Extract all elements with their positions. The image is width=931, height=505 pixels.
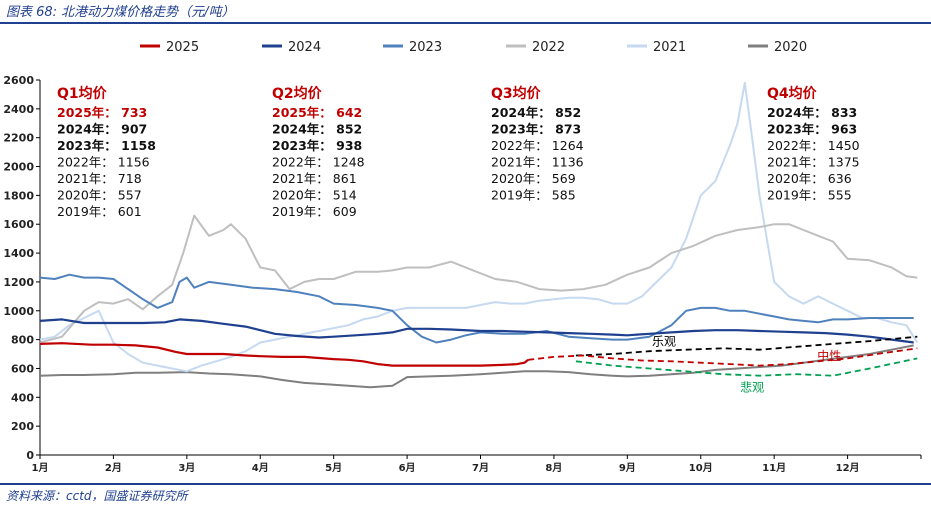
- y-tick-label: 1600: [3, 218, 34, 231]
- quarter-average-value: 2020年： 636: [767, 171, 852, 186]
- legend-label: 2025: [166, 40, 199, 55]
- quarter-average-value: 2019年： 585: [491, 188, 576, 203]
- quarter-average-value: 2019年： 555: [767, 188, 852, 203]
- legend-label: 2020: [774, 40, 807, 55]
- series-line-2021: [39, 81, 919, 373]
- legend-label: 2021: [653, 40, 686, 55]
- quarter-average-value: 2022年： 1264: [491, 138, 584, 153]
- x-tick-label: 8月: [545, 462, 562, 474]
- quarter-average-value: 2019年： 601: [57, 204, 142, 219]
- series-line-2023: [39, 273, 914, 344]
- forecast-line-中性: [528, 347, 918, 367]
- x-tick-label: 10月: [689, 462, 713, 474]
- quarter-average-title: Q4均价: [767, 85, 818, 102]
- chart-legend: 2025 2024 2023 2022 2021 2020: [140, 40, 807, 55]
- forecast-label: 乐观: [652, 334, 676, 348]
- quarter-average-value: 2020年： 514: [272, 188, 357, 203]
- y-tick-label: 1200: [3, 276, 34, 289]
- quarter-average-value: 2019年： 609: [272, 204, 357, 219]
- quarter-average-value: 2025年： 733: [57, 105, 147, 120]
- chart-axes: 0 200 400 600 800 1000 1200 1400 1600 1800 2000 220…: [3, 74, 922, 474]
- quarter-average-title: Q2均价: [272, 85, 323, 102]
- quarter-average-value: 2021年： 861: [272, 171, 357, 186]
- quarter-average-value: 2022年： 1248: [272, 155, 365, 170]
- series-line-2024: [39, 318, 914, 344]
- quarter-average-value: 2022年： 1450: [767, 138, 860, 153]
- x-tick-label: 12月: [836, 462, 860, 474]
- quarter-average-title: Q1均价: [57, 85, 108, 102]
- y-tick-label: 2200: [3, 132, 34, 145]
- x-tick-label: 4月: [252, 462, 269, 474]
- y-tick-label: 200: [11, 420, 34, 433]
- quarter-average-title: Q3均价: [491, 85, 542, 102]
- legend-label: 2022: [532, 40, 565, 55]
- x-tick-label: 6月: [399, 462, 416, 474]
- y-tick-label: 2600: [3, 74, 34, 87]
- y-tick-label: 2400: [3, 103, 34, 116]
- figure-title: 图表 68: 北港动力煤价格走势（元/吨）: [6, 5, 235, 20]
- x-tick-label: 9月: [619, 462, 636, 474]
- forecast-line-悲观: [575, 357, 918, 377]
- quarter-average-value: 2023年： 938: [272, 138, 362, 153]
- y-tick-label: 400: [11, 391, 34, 404]
- series-line-2025: [39, 342, 529, 367]
- quarter-average-value: 2020年： 557: [57, 188, 142, 203]
- y-tick-label: 1400: [3, 247, 34, 260]
- y-tick-label: 1000: [3, 305, 34, 318]
- x-tick-label: 2月: [105, 462, 122, 474]
- y-tick-label: 800: [11, 334, 34, 347]
- y-tick-label: 1800: [3, 189, 34, 202]
- x-tick-label: 3月: [178, 462, 195, 474]
- quarter-average-value: 2023年： 1158: [57, 138, 156, 153]
- source-note: 资料来源：cctd，国盛证券研究所: [6, 489, 188, 503]
- x-tick-label: 5月: [325, 462, 342, 474]
- x-tick-label: 11月: [762, 462, 786, 474]
- top-divider: [0, 22, 931, 24]
- quarter-average-value: 2024年： 907: [57, 122, 147, 137]
- y-tick-label: 0: [26, 449, 34, 462]
- forecast-label: 中性: [817, 348, 841, 363]
- quarter-average-value: 2021年： 718: [57, 171, 142, 186]
- quarter-average-value: 2025年： 642: [272, 105, 362, 120]
- forecast-label: 悲观: [740, 380, 764, 395]
- quarter-average-value: 2021年： 1375: [767, 155, 860, 170]
- y-tick-label: 2000: [3, 161, 34, 174]
- series-line-2022: [39, 214, 918, 344]
- legend-label: 2023: [409, 40, 442, 55]
- y-tick-label: 600: [11, 362, 34, 375]
- price-trend-chart: 2025 2024 2023 2022 2021 2020 0 200 400 600 800 10…: [3, 40, 922, 474]
- quarter-average-value: 2023年： 873: [491, 122, 581, 137]
- quarter-average-value: 2024年： 833: [767, 105, 857, 120]
- quarter-average-value: 2024年： 852: [491, 105, 581, 120]
- forecast-line-乐观: [575, 335, 918, 357]
- series-layer: [39, 81, 919, 389]
- series-line-2020: [39, 344, 914, 389]
- x-tick-label: 1月: [32, 462, 49, 474]
- legend-label: 2024: [288, 40, 321, 55]
- x-tick-label: 7月: [472, 462, 489, 474]
- bottom-divider: [0, 483, 931, 485]
- quarter-average-value: 2023年： 963: [767, 122, 857, 137]
- quarter-average-value: 2020年： 569: [491, 171, 576, 186]
- quarter-average-value: 2022年： 1156: [57, 155, 150, 170]
- quarter-average-value: 2021年： 1136: [491, 155, 584, 170]
- quarter-average-value: 2024年： 852: [272, 122, 362, 137]
